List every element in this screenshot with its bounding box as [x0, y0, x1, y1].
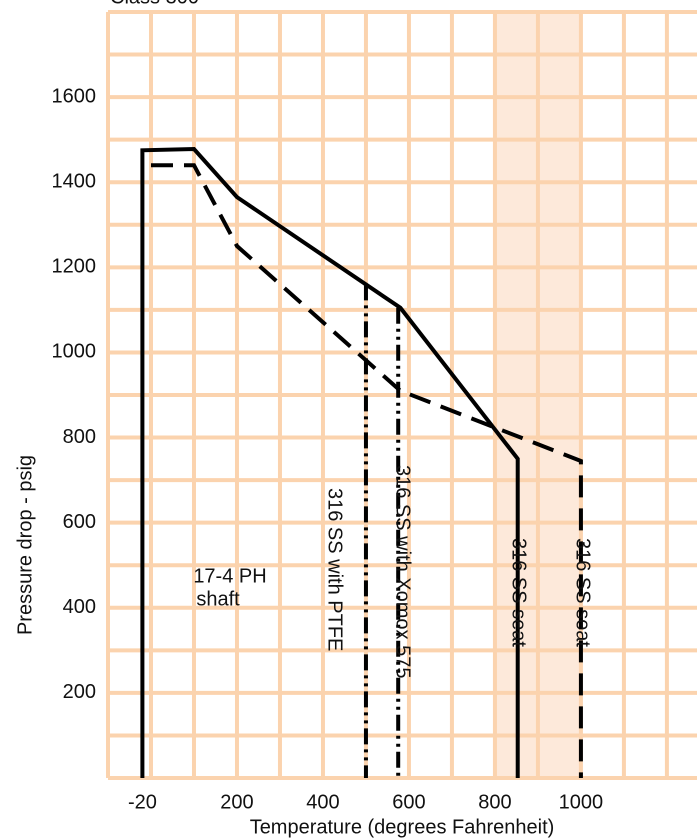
series-line	[140, 147, 520, 778]
x-tick-label: -20	[128, 791, 157, 813]
x-tick-label: 400	[306, 791, 339, 813]
series-line	[150, 163, 583, 778]
y-tick-label: 600	[63, 511, 96, 533]
annotation: 17-4 PH	[193, 565, 266, 587]
y-tick-label: 400	[63, 596, 96, 618]
annotation: 316 SS with Xomox 575	[392, 465, 414, 678]
y-axis-label: Pressure drop - psig	[14, 455, 36, 635]
y-tick-label: 800	[63, 426, 96, 448]
annotation: 316 SS seat	[508, 538, 530, 647]
annotation: shaft	[196, 588, 240, 610]
y-tick-label: 200	[63, 681, 96, 703]
x-tick-label: 600	[392, 791, 425, 813]
x-tick-label: 800	[478, 791, 511, 813]
chart-title: Class 300	[110, 0, 199, 8]
y-tick-label: 1000	[52, 341, 97, 363]
y-tick-label: 1600	[52, 85, 97, 107]
annotation: 316 SS with PTFE	[324, 488, 346, 651]
x-axis-label: Temperature (degrees Fahrenheit)	[250, 816, 555, 838]
annotation: 316 SS seat	[572, 538, 594, 647]
y-tick-label: 1200	[52, 256, 97, 278]
x-tick-label: 200	[220, 791, 253, 813]
y-tick-label: 1400	[52, 171, 97, 193]
x-tick-label: 1000	[559, 791, 604, 813]
